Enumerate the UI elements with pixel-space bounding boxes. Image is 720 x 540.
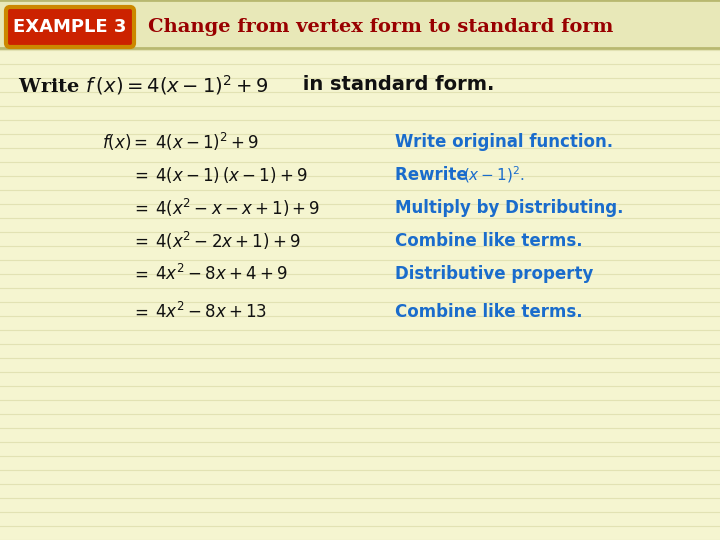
Text: $4x^2-8x+13$: $4x^2-8x+13$ (155, 302, 267, 322)
Text: Combine like terms.: Combine like terms. (395, 232, 582, 250)
Text: Multiply by Distributing.: Multiply by Distributing. (395, 199, 624, 217)
Text: $f(x) =$: $f(x) =$ (102, 132, 148, 152)
FancyBboxPatch shape (6, 7, 134, 47)
Text: $=$: $=$ (130, 233, 148, 249)
Text: in standard form.: in standard form. (296, 76, 495, 94)
FancyBboxPatch shape (0, 0, 720, 48)
Text: $=$: $=$ (130, 199, 148, 217)
Text: $4(x^2-2x+1)+9$: $4(x^2-2x+1)+9$ (155, 230, 301, 252)
Text: Write original function.: Write original function. (395, 133, 613, 151)
Text: Change from vertex form to standard form: Change from vertex form to standard form (148, 18, 613, 36)
Text: Rewrite: Rewrite (395, 166, 474, 184)
Text: $4(x-1)\,(x-1)+9$: $4(x-1)\,(x-1)+9$ (155, 165, 307, 185)
Text: EXAMPLE 3: EXAMPLE 3 (13, 18, 127, 36)
Text: $(x-1)^2$.: $(x-1)^2$. (463, 165, 525, 185)
Text: Distributive property: Distributive property (395, 265, 593, 283)
Text: Write $f\,(x) = 4(x-1)^2 + 9$: Write $f\,(x) = 4(x-1)^2 + 9$ (18, 73, 269, 97)
Text: $=$: $=$ (130, 166, 148, 184)
Text: $=$: $=$ (130, 303, 148, 321)
Text: $4(x^2-x-x+1)+9$: $4(x^2-x-x+1)+9$ (155, 197, 320, 219)
Text: Combine like terms.: Combine like terms. (395, 303, 582, 321)
Text: $4x^2-8x+4+9$: $4x^2-8x+4+9$ (155, 264, 288, 284)
Text: $4(x-1)^2+9$: $4(x-1)^2+9$ (155, 131, 259, 153)
Text: $=$: $=$ (130, 266, 148, 282)
